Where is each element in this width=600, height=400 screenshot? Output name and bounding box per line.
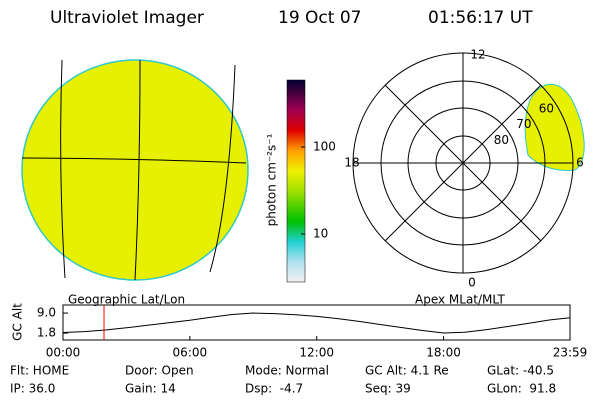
mlt-label: 6: [576, 156, 584, 170]
lon-line: [134, 59, 141, 281]
mlt-label: 0: [468, 276, 476, 290]
caption: Geographic Lat/Lon: [68, 293, 185, 307]
mlt-label: 18: [344, 156, 359, 170]
x-tick-label: 06:00: [173, 346, 208, 360]
instrument: Ultraviolet Imager: [50, 8, 204, 28]
status-field: Gain: 14: [125, 382, 176, 396]
status-field: GC Alt: 4.1 Re: [365, 364, 449, 378]
x-tick-label: 23:59: [553, 346, 588, 360]
lon-line: [209, 64, 236, 273]
status-field: IP: 36.0: [10, 382, 55, 396]
aurora: [524, 83, 585, 171]
status-field: Mode: Normal: [245, 364, 329, 378]
geo-image: [21, 59, 249, 281]
status-field: GLat: -40.5: [487, 364, 554, 378]
status-field: GLon: 91.8: [487, 382, 556, 396]
lat-label: 60: [539, 101, 554, 115]
mlt-label: 12: [470, 48, 485, 62]
status-field: Dsp: -4.7: [245, 382, 303, 396]
x-tick-label: 18:00: [426, 346, 461, 360]
caption: Apex MLat/MLT: [415, 293, 505, 307]
colorbar-tick-label: 10: [313, 226, 328, 240]
x-tick-label: 00:00: [46, 346, 81, 360]
alt-line: [62, 312, 571, 334]
y-tick-label: 1.8: [37, 326, 56, 340]
y-tick-label: 9.0: [37, 306, 56, 320]
colorbar-label: photon cm⁻²s⁻¹: [265, 133, 279, 226]
spoke: [384, 84, 542, 242]
status-field: Flt: HOME: [10, 364, 69, 378]
lon-line: [60, 59, 66, 279]
lat-line: [21, 157, 247, 164]
colorbar: [286, 79, 306, 283]
lat-label: 70: [516, 117, 531, 131]
earth-disk: [21, 59, 249, 281]
polar-plot: [352, 52, 585, 274]
status-field: Seq: 39: [365, 382, 411, 396]
y-label: GC Alt: [11, 303, 25, 341]
x-tick-label: 12:00: [299, 346, 334, 360]
time: 01:56:17 UT: [428, 8, 533, 28]
colorbar-tick-label: 100: [313, 140, 336, 154]
alt-frame: [62, 304, 571, 341]
status-field: Door: Open: [125, 364, 194, 378]
date: 19 Oct 07: [278, 8, 361, 28]
lat-label: 80: [494, 133, 509, 147]
